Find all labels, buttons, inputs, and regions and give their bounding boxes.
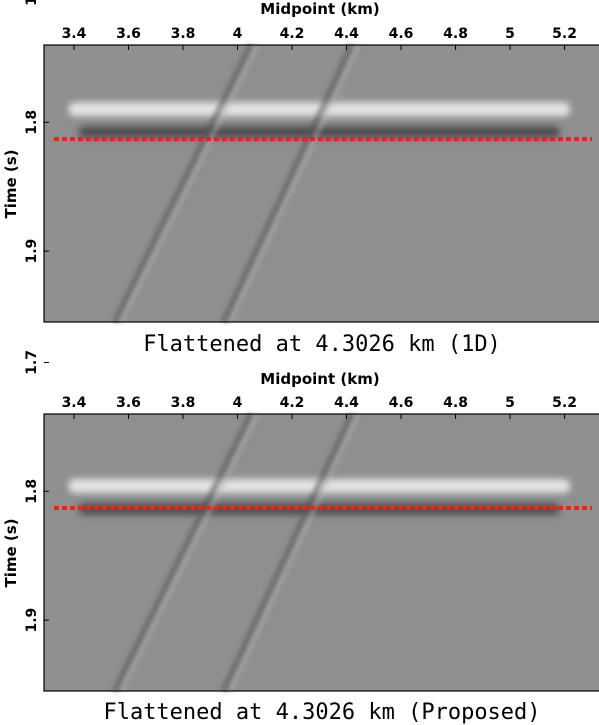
x-tick-label: 5.2 xyxy=(552,395,577,411)
dipping-event-dark xyxy=(220,412,356,693)
y-tick-label: 1.8 xyxy=(24,110,40,135)
x-tick-label: 4.6 xyxy=(389,395,414,411)
x-tick-label: 5.2 xyxy=(552,26,577,42)
x-tick-label: 4.8 xyxy=(443,395,468,411)
x-tick-label: 3.6 xyxy=(116,395,141,411)
x-tick-label: 4.2 xyxy=(280,395,305,411)
dipping-event-light xyxy=(118,43,260,324)
panel-proposed: 3.4 3.6 3.8 4 4.2 4.4 4.6 4.8 5 5.2 1.7 1.8 1.9 Mid… xyxy=(2,350,599,725)
panel-1d: 3.4 3.6 3.8 4 4.2 4.4 4.6 4.8 5 5.2 1.7 1.8 1.9 Mid… xyxy=(2,0,599,357)
x-tick-label: 4.8 xyxy=(443,26,468,42)
x-tick-label: 4.6 xyxy=(389,26,414,42)
y-tick-label: 1.9 xyxy=(24,239,40,264)
plot-frame xyxy=(43,44,599,323)
plot-area xyxy=(44,45,599,322)
x-tick-label: 5 xyxy=(505,395,515,411)
x-tick-label: 4 xyxy=(233,395,243,411)
y-tick-label: 1.7 xyxy=(24,0,40,6)
panel-title: Flattened at 4.3026 km (Proposed) xyxy=(103,700,540,725)
x-tick-label: 4.4 xyxy=(334,26,359,42)
x-tick-label: 3.8 xyxy=(171,395,196,411)
x-ticks: 3.4 3.6 3.8 4 4.2 4.4 4.6 4.8 5 5.2 xyxy=(62,395,577,419)
y-tick-label: 1.7 xyxy=(24,350,40,375)
x-tick-label: 3.6 xyxy=(116,26,141,42)
panel-title: Flattened at 4.3026 km (1D) xyxy=(143,332,501,357)
x-tick-label: 3.8 xyxy=(171,26,196,42)
dipping-event-light xyxy=(118,412,260,693)
y-ticks: 1.7 1.8 1.9 xyxy=(24,350,49,633)
plot-area xyxy=(44,414,599,691)
seismic-events xyxy=(68,43,571,324)
x-ticks: 3.4 3.6 3.8 4 4.2 4.4 4.6 4.8 5 5.2 xyxy=(62,26,577,50)
x-tick-label: 5 xyxy=(505,26,515,42)
dipping-event-dark xyxy=(220,43,356,324)
x-axis-label: Midpoint (km) xyxy=(260,370,379,388)
x-tick-label: 4.4 xyxy=(334,395,359,411)
y-ticks: 1.7 1.8 1.9 xyxy=(24,0,49,264)
dipping-event-light xyxy=(227,412,361,693)
y-tick-label: 1.9 xyxy=(24,608,40,633)
plot-frame xyxy=(43,413,599,692)
x-axis-label: Midpoint (km) xyxy=(260,0,379,18)
x-tick-label: 4.2 xyxy=(280,26,305,42)
y-tick-label: 1.8 xyxy=(24,479,40,504)
dipping-event-dark xyxy=(111,43,255,324)
y-axis-label: Time (s) xyxy=(2,518,20,587)
x-tick-label: 3.4 xyxy=(62,395,87,411)
y-axis-label: Time (s) xyxy=(2,149,20,218)
x-tick-label: 3.4 xyxy=(62,26,87,42)
dipping-event-dark xyxy=(111,412,255,693)
x-tick-label: 4 xyxy=(233,26,243,42)
dipping-event-light xyxy=(227,43,361,324)
